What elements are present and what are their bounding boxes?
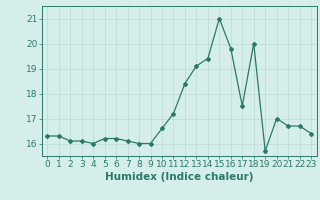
X-axis label: Humidex (Indice chaleur): Humidex (Indice chaleur) (105, 172, 253, 182)
